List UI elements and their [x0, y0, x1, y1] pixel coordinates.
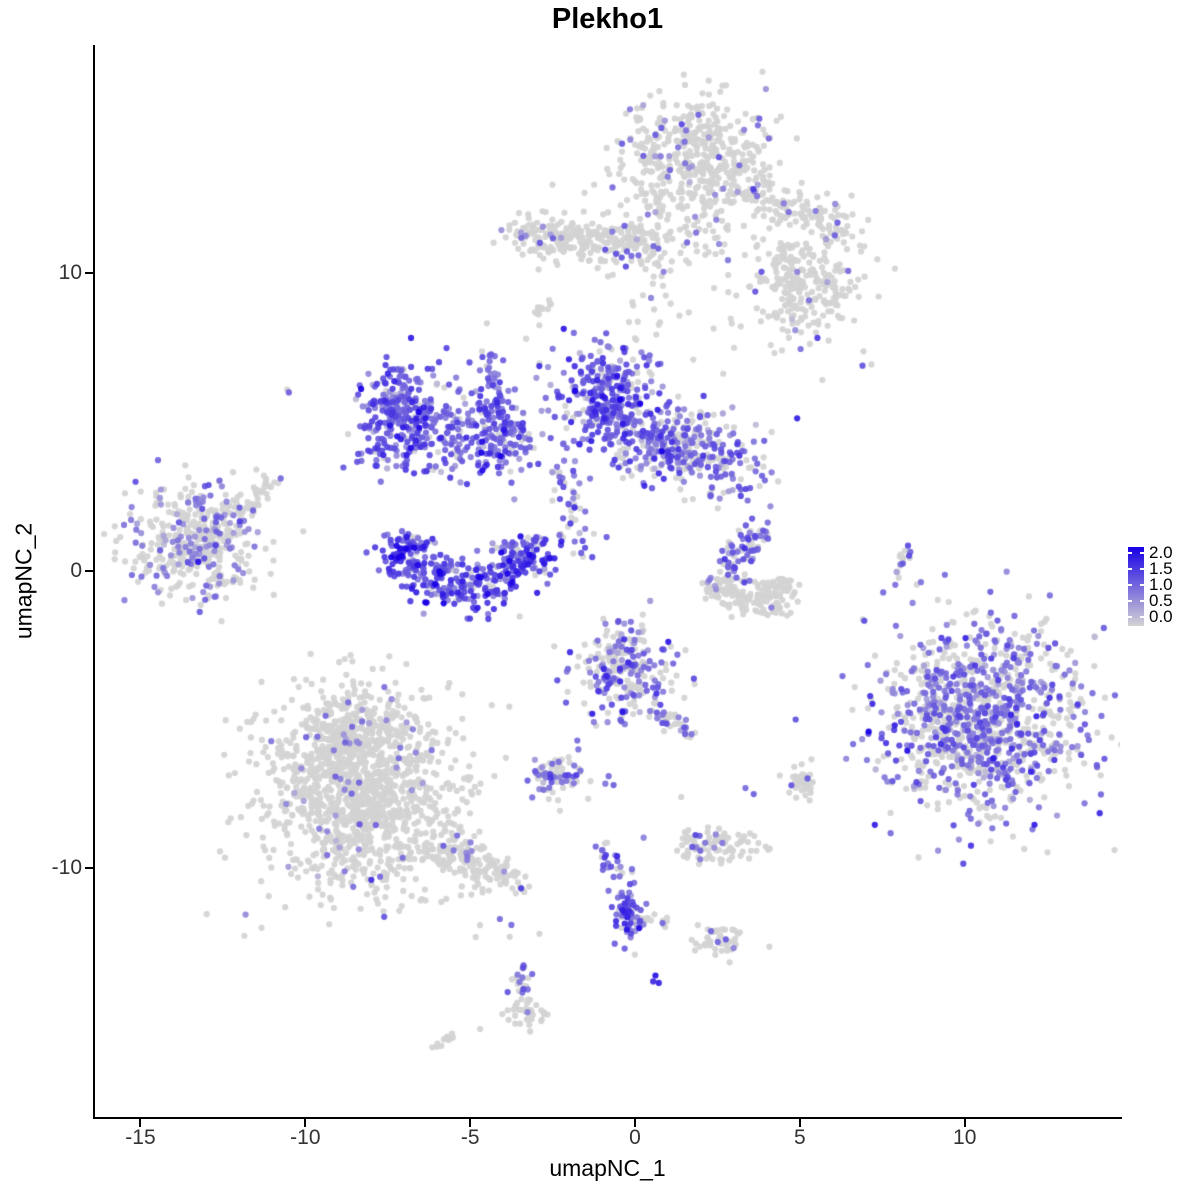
colorbar-break-label: 1.5 [1149, 559, 1173, 578]
colorbar-break-label: 1.0 [1149, 575, 1173, 594]
x-tick-label: -10 [290, 1126, 321, 1149]
colorbar-break-label: 2.0 [1149, 543, 1173, 562]
y-tick-label: 10 [58, 261, 82, 285]
y-tick-mark [85, 272, 93, 275]
colorbar-tick-mark [1128, 600, 1132, 602]
y-axis-title: umapNC_2 [10, 522, 37, 640]
colorbar-tick-mark [1140, 552, 1144, 554]
plot-title: Plekho1 [551, 3, 664, 35]
colorbar-tick-mark [1140, 600, 1144, 602]
colorbar-tick-mark [1140, 584, 1144, 586]
x-tick-label: 5 [794, 1126, 806, 1149]
x-tick-label: 10 [953, 1126, 977, 1149]
x-tick-mark [634, 1119, 637, 1127]
colorbar-break-label: 0.0 [1149, 607, 1173, 626]
colorbar-tick-mark [1128, 584, 1132, 586]
y-tick-label: -10 [51, 856, 82, 880]
y-tick-label: 0 [70, 558, 82, 582]
x-tick-mark [469, 1119, 472, 1127]
x-tick-label: -15 [125, 1126, 156, 1149]
x-tick-mark [139, 1119, 142, 1127]
x-tick-label: -5 [460, 1126, 480, 1149]
colorbar-break-label: 0.5 [1149, 591, 1173, 610]
colorbar-tick-mark [1128, 616, 1132, 618]
colorbar-tick-mark [1140, 616, 1144, 618]
x-tick-label: 0 [629, 1126, 641, 1149]
y-axis-line [93, 45, 95, 1119]
x-tick-mark [963, 1119, 966, 1127]
colorbar-gradient [1128, 547, 1144, 626]
y-tick-mark [85, 569, 93, 572]
x-axis-title: umapNC_1 [549, 1155, 666, 1181]
x-tick-mark [304, 1119, 307, 1127]
colorbar-tick-mark [1128, 568, 1132, 570]
x-tick-mark [798, 1119, 801, 1127]
y-tick-mark [85, 867, 93, 870]
x-axis-line [93, 1117, 1122, 1119]
colorbar-tick-mark [1140, 568, 1144, 570]
colorbar-tick-mark [1128, 552, 1132, 554]
